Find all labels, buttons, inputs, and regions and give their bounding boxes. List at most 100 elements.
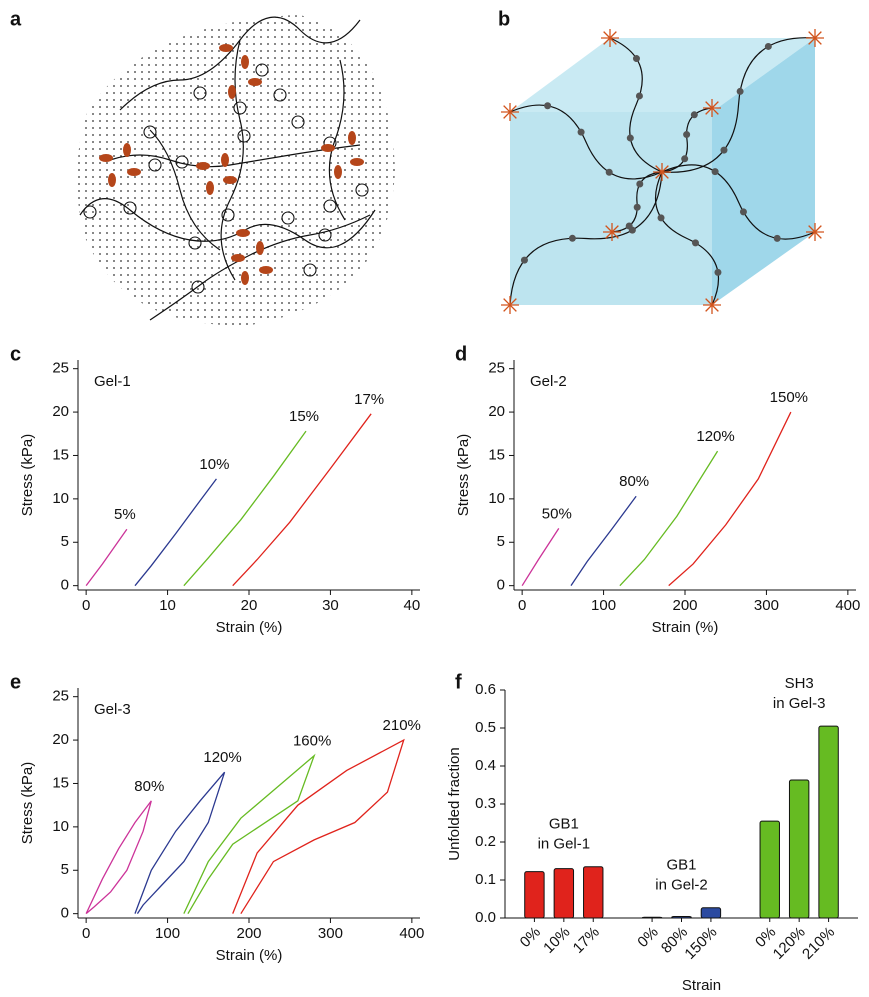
group-label: GB1 xyxy=(549,816,579,833)
curve xyxy=(135,479,216,586)
panel-label: c xyxy=(10,343,21,365)
y-tick-label: 5 xyxy=(497,533,505,550)
x-tick-label: 150% xyxy=(681,924,720,963)
x-tick-label: 300 xyxy=(754,597,779,614)
y-axis-label: Stress (kPa) xyxy=(19,434,36,517)
bar xyxy=(525,872,544,918)
y-tick-label: 20 xyxy=(52,403,69,420)
panel-label: b xyxy=(498,8,510,30)
network-diagram xyxy=(77,15,395,325)
domain xyxy=(740,208,747,215)
curve-label: 80% xyxy=(134,778,164,795)
x-tick-label: 300 xyxy=(318,925,343,942)
y-tick-label: 25 xyxy=(52,360,69,377)
page: {"diagrams": [{"label": "a"}, {"label": … xyxy=(0,0,869,997)
domain xyxy=(578,129,585,136)
y-tick-label: 0.4 xyxy=(475,757,496,774)
y-tick-label: 0 xyxy=(61,905,69,922)
x-tick-label: 100 xyxy=(155,925,180,942)
bar xyxy=(760,821,779,918)
domain xyxy=(606,169,613,176)
x-tick-label: 210% xyxy=(799,924,838,963)
x-tick-label: 20 xyxy=(241,597,258,614)
curve-label: 80% xyxy=(619,473,649,490)
x-tick-label: 0% xyxy=(634,924,661,951)
y-tick-label: 15 xyxy=(52,774,69,791)
y-tick-label: 10 xyxy=(52,818,69,835)
annotation: Gel-1 xyxy=(94,373,131,390)
x-axis-label: Strain (%) xyxy=(216,947,283,964)
bar xyxy=(701,908,720,918)
panel-label: f xyxy=(455,671,462,693)
y-tick-label: 20 xyxy=(488,403,505,420)
domain xyxy=(636,181,643,188)
y-tick-label: 0.3 xyxy=(475,795,496,812)
domain xyxy=(691,111,698,118)
domain xyxy=(626,223,633,230)
x-tick-label: 10% xyxy=(540,924,573,957)
y-tick-label: 25 xyxy=(488,360,505,377)
x-tick-label: 400 xyxy=(835,597,860,614)
domain xyxy=(521,257,528,264)
domain xyxy=(765,43,772,50)
bar xyxy=(819,726,838,918)
curve-label: 160% xyxy=(293,733,331,750)
curve xyxy=(233,414,371,586)
y-axis-label: Stress (kPa) xyxy=(455,434,472,517)
y-axis-label: Stress (kPa) xyxy=(19,762,36,845)
domain xyxy=(712,168,719,175)
bar xyxy=(584,867,603,918)
annotation: Gel-2 xyxy=(530,373,567,390)
curve xyxy=(620,451,718,586)
x-tick-label: 10 xyxy=(159,597,176,614)
group-label: SH3 xyxy=(785,675,814,692)
x-tick-label: 0% xyxy=(517,924,544,951)
bar xyxy=(672,916,691,918)
annotation: Gel-3 xyxy=(94,701,131,718)
x-tick-label: 0 xyxy=(82,925,90,942)
panel-label: d xyxy=(455,343,467,365)
x-tick-label: 0 xyxy=(518,597,526,614)
x-tick-label: 17% xyxy=(570,924,603,957)
panel-label: e xyxy=(10,671,21,693)
y-tick-label: 5 xyxy=(61,533,69,550)
domain xyxy=(634,204,641,211)
y-tick-label: 0.6 xyxy=(475,681,496,698)
bar xyxy=(789,780,808,918)
y-tick-label: 20 xyxy=(52,731,69,748)
curve-label: 120% xyxy=(203,749,241,766)
x-tick-label: 100 xyxy=(591,597,616,614)
domain xyxy=(627,135,634,142)
x-tick-label: 0 xyxy=(82,597,90,614)
curve xyxy=(86,529,127,585)
y-tick-label: 0.5 xyxy=(475,719,496,736)
panel-label: a xyxy=(10,8,22,30)
y-tick-label: 5 xyxy=(61,861,69,878)
x-tick-label: 200 xyxy=(672,597,697,614)
domain xyxy=(720,147,727,154)
group-label: in Gel-3 xyxy=(773,695,826,712)
domain xyxy=(569,235,576,242)
domain xyxy=(737,88,744,95)
domain xyxy=(633,55,640,62)
curve-label: 150% xyxy=(770,389,808,406)
figure: a b xyxy=(0,0,869,997)
curve-label: 15% xyxy=(289,408,319,425)
domain xyxy=(683,131,690,138)
group-label: GB1 xyxy=(666,857,696,874)
x-tick-label: 400 xyxy=(399,925,424,942)
group-label: in Gel-2 xyxy=(655,877,708,894)
x-axis-label: Strain (%) xyxy=(652,619,719,636)
y-tick-label: 0 xyxy=(61,577,69,594)
domain xyxy=(544,102,551,109)
x-axis-label: Strain xyxy=(682,977,721,994)
x-tick-label: 200 xyxy=(236,925,261,942)
y-tick-label: 25 xyxy=(52,688,69,705)
bar xyxy=(554,869,573,918)
y-tick-label: 15 xyxy=(52,446,69,463)
curve xyxy=(522,528,559,585)
x-axis-label: Strain (%) xyxy=(216,619,283,636)
curve-label: 5% xyxy=(114,506,136,523)
y-tick-label: 0.2 xyxy=(475,833,496,850)
curve xyxy=(571,496,636,585)
